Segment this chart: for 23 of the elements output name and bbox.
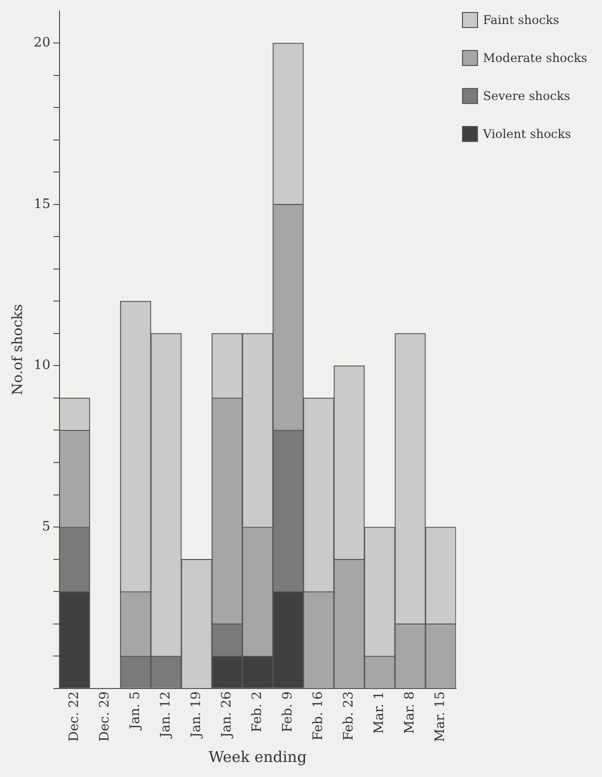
x-tick-label: Mar. 1	[372, 691, 388, 734]
x-tick-label: Mar. 15	[433, 691, 448, 742]
y-tick-label: 5	[42, 519, 50, 534]
x-tick-label: Dec. 29	[97, 691, 112, 742]
x-tick-label: Dec. 22	[66, 691, 82, 742]
x-tick-label: Feb. 16	[311, 691, 326, 740]
x-tick-label: Jan. 5	[128, 691, 143, 732]
x-tick-label: Mar. 8	[402, 691, 418, 734]
x-tick-label: Feb. 2	[250, 691, 266, 732]
x-tick-label: Jan. 19	[189, 691, 204, 740]
legend-label: Severe shocks	[483, 89, 570, 103]
x-tick-label: Feb. 23	[342, 691, 357, 740]
y-tick-label: 10	[34, 358, 50, 374]
x-tick-label: Jan. 26	[220, 691, 235, 740]
y-axis-title: No.of shocks	[10, 304, 26, 396]
x-axis-title: Week ending	[208, 748, 308, 766]
legend-label: Violent shocks	[483, 127, 572, 141]
y-tick-label: 15	[34, 196, 50, 212]
legend-label: Faint shocks	[483, 13, 560, 27]
legend-label: Moderate shocks	[483, 51, 588, 65]
x-tick-label: Jan. 12	[158, 691, 174, 740]
x-tick-label: Feb. 9	[280, 691, 296, 732]
y-tick-label: 20	[34, 35, 50, 50]
